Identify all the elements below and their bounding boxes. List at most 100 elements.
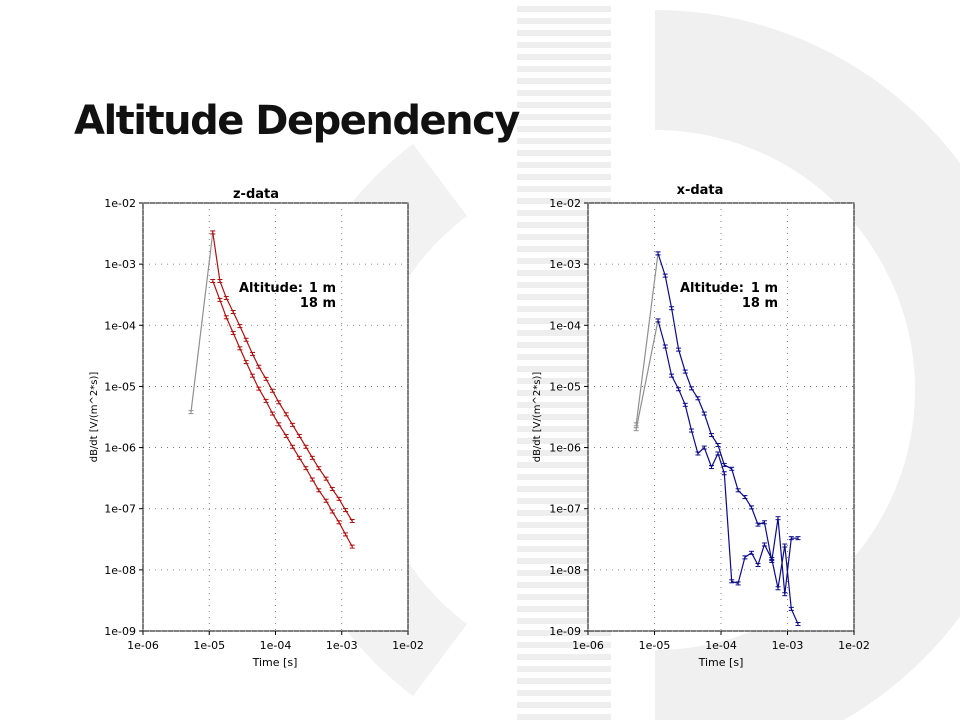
- y-tick-label: 1e-05: [549, 380, 581, 393]
- series-line-2: [657, 320, 799, 625]
- y-tick-label: 1e-09: [549, 625, 581, 638]
- data-point: [323, 476, 329, 481]
- data-point: [788, 606, 794, 611]
- watermark-stripe: [517, 606, 611, 612]
- data-point: [283, 433, 289, 438]
- watermark-stripe: [517, 162, 611, 168]
- watermark-stripe: [517, 678, 611, 684]
- watermark-stripe: [517, 570, 611, 576]
- data-point: [782, 592, 788, 597]
- data-point: [336, 520, 342, 525]
- chart-title: z-data: [233, 187, 279, 202]
- data-point: [715, 451, 721, 456]
- data-point: [349, 518, 355, 523]
- data-point: [655, 251, 661, 256]
- data-point: [676, 387, 682, 392]
- watermark-stripe: [517, 642, 611, 648]
- x-tick-label: 1e-05: [639, 639, 671, 652]
- x-tick-label: 1e-02: [392, 639, 424, 652]
- data-point: [349, 544, 355, 549]
- data-point: [769, 557, 775, 562]
- x-tick-label: 1e-04: [260, 639, 292, 652]
- data-point: [729, 466, 735, 471]
- data-point: [210, 230, 216, 235]
- data-point: [329, 487, 335, 492]
- series-line-2: [212, 280, 353, 547]
- watermark-stripe: [517, 294, 611, 300]
- data-point: [633, 427, 639, 432]
- data-point: [290, 422, 296, 427]
- altitude-value-18m: 18 m: [742, 296, 778, 311]
- data-point: [655, 318, 661, 323]
- watermark-stripe: [517, 78, 611, 84]
- data-point: [729, 579, 735, 584]
- data-point: [323, 498, 329, 503]
- watermark-stripe: [517, 498, 611, 504]
- data-point: [662, 344, 668, 349]
- data-point: [316, 466, 322, 471]
- series-line-1: [212, 232, 353, 522]
- watermark-stripe: [517, 666, 611, 672]
- data-point: [775, 516, 781, 521]
- y-tick-label: 1e-07: [104, 503, 136, 516]
- data-point: [343, 532, 349, 537]
- data-point: [237, 324, 243, 329]
- data-point: [316, 488, 322, 493]
- grid: [584, 202, 855, 635]
- data-point: [309, 455, 315, 460]
- data-point: [230, 330, 236, 335]
- y-tick-label: 1e-06: [104, 442, 136, 455]
- data-point: [263, 376, 269, 381]
- data-point: [250, 351, 256, 356]
- data-point: [243, 360, 249, 365]
- data-point: [749, 550, 755, 555]
- x-tick-label: 1e-03: [326, 639, 358, 652]
- watermark-stripe: [517, 282, 611, 288]
- watermark-stripe: [517, 198, 611, 204]
- watermark-stripe: [517, 378, 611, 384]
- data-point: [256, 386, 262, 391]
- series-group: [633, 251, 801, 627]
- early-gate-line: [635, 253, 659, 425]
- y-tick-label: 1e-09: [104, 625, 136, 638]
- data-point: [782, 543, 788, 548]
- data-point: [695, 451, 701, 456]
- watermark-stripe: [517, 330, 611, 336]
- watermark-stripe: [517, 714, 611, 720]
- data-point: [217, 279, 223, 284]
- watermark-stripe: [517, 210, 611, 216]
- plot-area: [587, 202, 855, 632]
- data-point: [296, 433, 302, 438]
- data-point: [709, 465, 715, 470]
- watermark-stripe: [517, 222, 611, 228]
- watermark-stripe: [517, 486, 611, 492]
- data-point: [329, 509, 335, 514]
- early-gate-line: [190, 232, 214, 413]
- watermark-stripe: [517, 558, 611, 564]
- data-point: [276, 422, 282, 427]
- watermark-stripe: [517, 66, 611, 72]
- data-point: [263, 398, 269, 403]
- watermark-stripe: [517, 138, 611, 144]
- grid: [139, 202, 409, 635]
- y-tick-label: 1e-07: [549, 503, 581, 516]
- watermark-stripe: [517, 654, 611, 660]
- x-tick-label: 1e-05: [193, 639, 225, 652]
- data-point: [662, 273, 668, 278]
- data-point: [795, 536, 801, 541]
- watermark-stripe: [517, 618, 611, 624]
- watermark-stripe: [517, 510, 611, 516]
- data-point: [336, 496, 342, 501]
- data-point: [735, 581, 741, 586]
- data-point: [695, 396, 701, 401]
- watermark-stripe: [517, 594, 611, 600]
- data-point: [701, 445, 707, 450]
- y-tick-labels: 1e-09 1e-08 1e-07 1e-06 1e-05 1e-04 1e-03 1e-02: [104, 197, 136, 638]
- page-title: Altitude Dependency: [74, 98, 520, 144]
- data-point: [721, 471, 727, 476]
- data-point: [669, 306, 675, 311]
- data-point: [688, 386, 694, 391]
- data-point: [276, 400, 282, 405]
